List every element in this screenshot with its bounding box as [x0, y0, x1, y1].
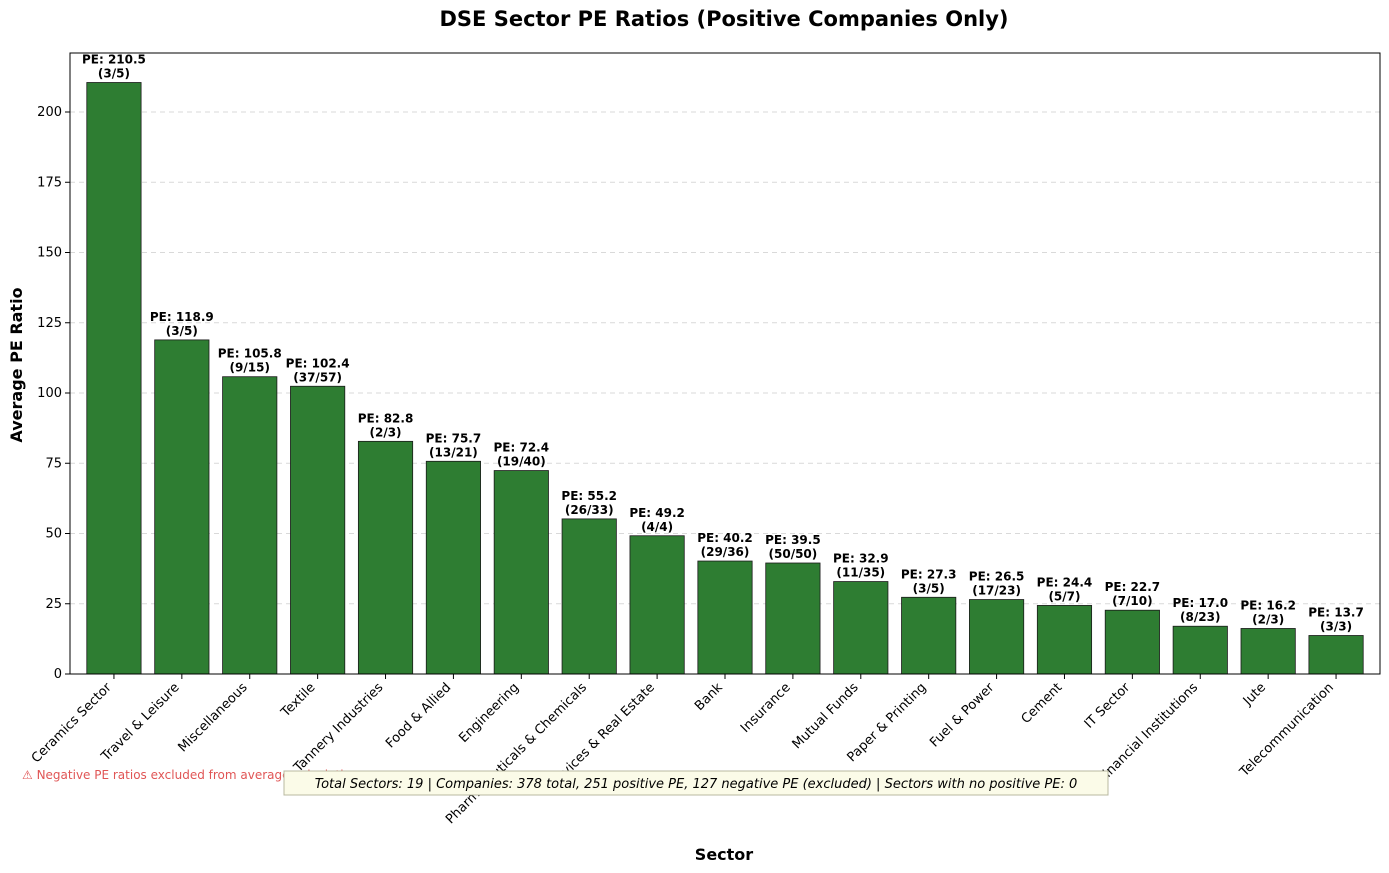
x-tick-label: Textile — [278, 680, 319, 721]
y-axis-label: Average PE Ratio — [7, 287, 26, 442]
y-tick-label: 75 — [45, 456, 62, 471]
bar-value-label: PE: 13.7 — [1308, 606, 1364, 620]
bars: PE: 210.5(3/5)PE: 118.9(3/5)PE: 105.8(9/… — [82, 53, 1364, 675]
bar-count-label: (29/36) — [701, 545, 750, 559]
x-tick-label: IT Sector — [1082, 680, 1134, 732]
bar-count-label: (2/3) — [1252, 612, 1284, 626]
bar — [86, 82, 142, 675]
chart-title: DSE Sector PE Ratios (Positive Companies… — [439, 7, 1008, 31]
summary-box — [283, 770, 1109, 796]
bar-value-label: PE: 17.0 — [1172, 596, 1228, 610]
bar-value-label: PE: 24.4 — [1037, 575, 1093, 589]
bar — [561, 518, 617, 675]
bar — [629, 535, 685, 675]
summary-note: Total Sectors: 19 | Companies: 378 total… — [315, 777, 1078, 792]
y-tick-label: 0 — [54, 667, 62, 682]
bar-value-label: PE: 40.2 — [697, 531, 753, 545]
y-axis-ticks: 0 25 50 75 100 125 150 175 200 — [37, 105, 70, 682]
bar-count-label: (7/10) — [1112, 594, 1152, 608]
bar-count-label: (9/15) — [230, 361, 270, 375]
bar-count-label: (37/57) — [293, 370, 342, 384]
bar-value-label: PE: 210.5 — [82, 53, 146, 67]
bar-value-label: PE: 22.7 — [1105, 580, 1161, 594]
bar — [425, 460, 481, 675]
x-tick-label: Bank — [692, 680, 726, 714]
y-tick-label: 175 — [37, 175, 62, 190]
bar-value-label: PE: 26.5 — [969, 570, 1025, 584]
x-tick-label: Engineering — [456, 680, 522, 746]
bar-count-label: (5/7) — [1048, 589, 1080, 603]
x-tick-label: Jute — [1240, 680, 1269, 709]
bar — [765, 562, 821, 675]
bar — [290, 385, 346, 675]
bar-value-label: PE: 105.8 — [218, 347, 282, 361]
y-tick-label: 200 — [37, 105, 62, 120]
bar — [1172, 625, 1228, 675]
y-tick-label: 25 — [45, 597, 62, 612]
bar — [1036, 605, 1093, 675]
warning-note: ⚠ Negative PE ratios excluded from avera… — [22, 768, 358, 782]
bar-value-label: PE: 39.5 — [765, 533, 821, 547]
bar-count-label: (2/3) — [369, 425, 401, 439]
bar-count-label: (3/5) — [913, 581, 945, 595]
y-tick-label: 50 — [45, 527, 62, 542]
y-tick-label: 125 — [37, 316, 62, 331]
bar — [1104, 609, 1160, 675]
bar — [901, 596, 957, 675]
bar-value-label: PE: 55.2 — [561, 489, 617, 503]
x-tick-label: Pharmaceuticals & Chemicals — [443, 680, 590, 827]
bar-value-label: PE: 82.8 — [358, 411, 414, 425]
bar — [833, 581, 889, 675]
bar-value-label: PE: 49.2 — [629, 506, 685, 520]
bar-count-label: (50/50) — [769, 547, 818, 561]
bar — [357, 440, 414, 675]
bar-value-label: PE: 16.2 — [1240, 598, 1296, 612]
x-axis-label: Sector — [695, 845, 754, 864]
bar — [154, 339, 210, 675]
bar-value-label: PE: 75.7 — [426, 431, 482, 445]
bar-count-label: (8/23) — [1180, 610, 1220, 624]
bar-count-label: (3/3) — [1320, 620, 1352, 634]
bar-count-label: (26/33) — [565, 503, 614, 517]
y-tick-label: 150 — [37, 246, 62, 261]
bar — [969, 599, 1025, 675]
bar-value-label: PE: 118.9 — [150, 310, 214, 324]
bar-value-label: PE: 102.4 — [286, 356, 350, 370]
bar-count-label: (3/5) — [166, 324, 198, 338]
bar-count-label: (17/23) — [972, 584, 1021, 598]
bar-count-label: (3/5) — [98, 67, 130, 81]
x-tick-label: Insurance — [738, 680, 794, 736]
bar — [1240, 628, 1296, 675]
bar-count-label: (13/21) — [429, 445, 478, 459]
bar-value-label: PE: 32.9 — [833, 552, 889, 566]
bar-count-label: (19/40) — [497, 455, 546, 469]
x-tick-label: Cement — [1019, 680, 1066, 727]
bar-count-label: (4/4) — [641, 520, 673, 534]
bar — [493, 470, 549, 675]
bar-count-label: (11/35) — [836, 566, 885, 580]
grid-lines — [70, 111, 1380, 605]
bar — [222, 376, 278, 675]
x-tick-label: Mutual Funds — [790, 680, 862, 752]
x-tick-label: Food & Allied — [383, 680, 454, 751]
bar — [697, 560, 753, 675]
x-tick-label: Fuel & Power — [927, 680, 998, 751]
bar-value-label: PE: 27.3 — [901, 567, 957, 581]
y-tick-label: 100 — [37, 386, 62, 401]
bar — [1308, 635, 1364, 675]
bar-value-label: PE: 72.4 — [494, 441, 550, 455]
x-tick-label: Miscellaneous — [176, 680, 251, 755]
